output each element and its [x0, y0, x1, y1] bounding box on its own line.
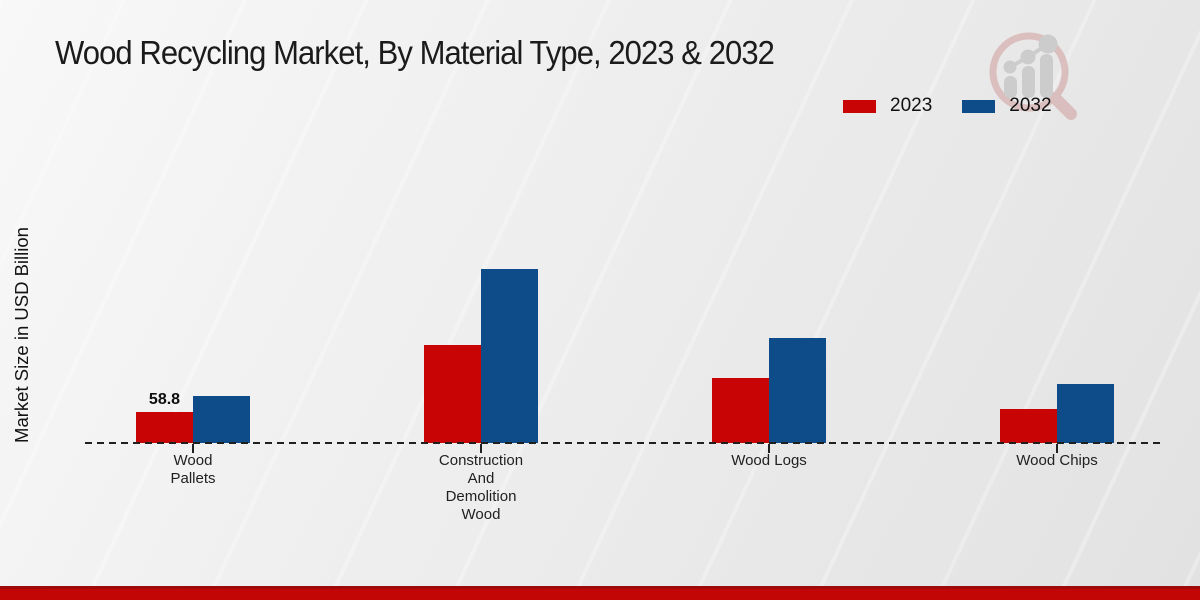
x-axis-tick-wood-logs — [768, 444, 770, 453]
category-label-wood-logs: Wood Logs — [731, 452, 807, 469]
x-axis-tick-wood-chips — [1056, 444, 1058, 453]
bar-2023-wood-pallets — [136, 412, 193, 443]
legend-item-2032: 2032 — [962, 95, 1052, 117]
chart-title: Wood Recycling Market, By Material Type,… — [55, 34, 775, 71]
magnifier-bar-chart-logo-icon — [989, 32, 1077, 120]
legend-item-2023: 2023 — [843, 95, 932, 117]
legend-label-2032: 2032 — [1009, 95, 1052, 116]
bar-2032-wood-pallets — [193, 396, 250, 443]
bar-2032-wood-chips — [1057, 384, 1114, 443]
bar-2032-construction-and-demolition-wood — [481, 269, 538, 443]
bar-2023-construction-and-demolition-wood — [424, 345, 481, 443]
x-axis-tick-wood-pallets — [192, 444, 194, 453]
category-label-wood-chips: Wood Chips — [1016, 452, 1098, 469]
bar-2023-wood-chips — [1000, 409, 1057, 443]
x-axis-tick-construction-and-demolition-wood — [480, 444, 482, 453]
legend-label-2023: 2023 — [890, 95, 933, 116]
x-axis-baseline — [85, 442, 1164, 444]
footer-red-band — [0, 586, 1200, 600]
y-axis-label: Market Size in USD Billion — [11, 227, 32, 443]
category-label-construction-and-demolition-wood: Construction And Demolition Wood — [438, 452, 524, 523]
data-label-2023-wood-pallets: 58.8 — [148, 391, 181, 408]
category-label-wood-pallets: Wood Pallets — [170, 452, 216, 487]
legend-swatch-2023 — [843, 99, 876, 113]
legend: 2023 2032 — [843, 95, 1052, 117]
bar-2023-wood-logs — [712, 378, 769, 443]
bar-2032-wood-logs — [769, 338, 826, 443]
legend-swatch-2032 — [962, 99, 996, 113]
